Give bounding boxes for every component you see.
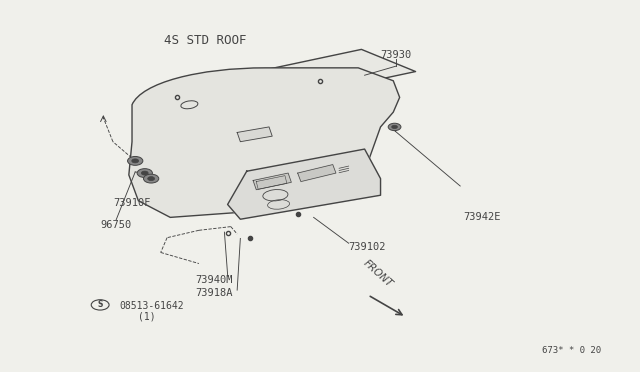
Text: 08513-61642: 08513-61642 [119,301,184,311]
Text: 73930: 73930 [381,50,412,60]
Text: 673* * 0 20: 673* * 0 20 [542,346,601,355]
Text: FRONT: FRONT [362,258,394,289]
PathPatch shape [129,68,399,217]
Polygon shape [237,127,272,142]
Polygon shape [253,173,291,190]
Circle shape [143,174,159,183]
Circle shape [132,159,139,163]
Polygon shape [266,49,415,92]
Circle shape [148,177,155,181]
Circle shape [127,157,143,165]
Text: 4S STD ROOF: 4S STD ROOF [164,33,246,46]
Text: 96750: 96750 [100,220,131,230]
Circle shape [392,125,397,129]
Text: S: S [97,300,103,310]
Text: (1): (1) [138,311,156,321]
Text: 73942E: 73942E [463,212,501,222]
Text: 739102: 739102 [349,242,386,252]
Circle shape [388,123,401,131]
Text: 73918A: 73918A [196,288,233,298]
Text: 73940M: 73940M [196,275,233,285]
Circle shape [137,169,152,177]
Polygon shape [228,149,381,219]
Circle shape [92,300,109,310]
Text: 73910F: 73910F [113,198,150,208]
Polygon shape [298,164,336,182]
Circle shape [141,171,148,175]
